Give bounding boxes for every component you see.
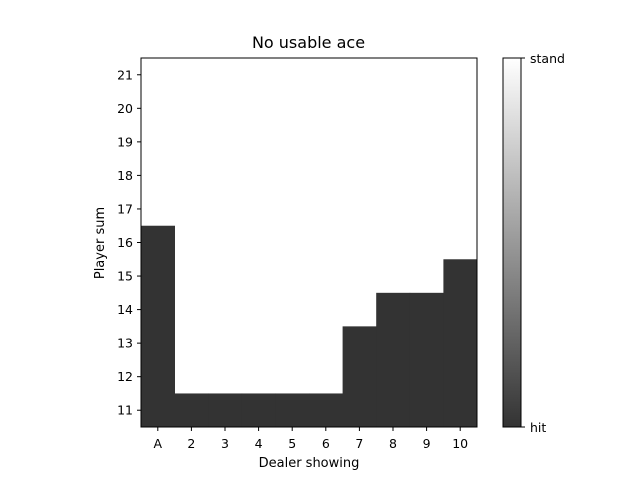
x-tick-label: 9 (423, 436, 431, 451)
y-tick-label: 21 (117, 67, 133, 82)
hit-region-dealer-6 (309, 393, 343, 427)
heatmap-cells (141, 225, 478, 427)
y-tick-label: 14 (117, 302, 133, 317)
y-axis-label: Player sum (93, 207, 108, 279)
x-tick-label: A (154, 436, 163, 451)
hit-region-dealer-9 (409, 292, 444, 427)
x-tick-label: 6 (322, 436, 330, 451)
y-tick-label: 13 (117, 336, 133, 351)
x-tick-label: 8 (389, 436, 397, 451)
x-tick-label: 3 (221, 436, 229, 451)
hit-region-dealer-3 (208, 393, 243, 427)
hit-region-dealer-7 (342, 326, 377, 427)
y-tick-label: 12 (117, 369, 133, 384)
y-axis-ticks: 11 12 13 14 15 16 17 18 19 20 21 (117, 67, 141, 418)
y-tick-label: 18 (117, 168, 133, 183)
y-tick-label: 15 (117, 269, 133, 284)
colorbar: stand hit (502, 51, 565, 435)
y-tick-label: 17 (117, 201, 133, 216)
hit-region-dealer-8 (376, 292, 411, 427)
hit-region-dealer-4 (241, 393, 276, 427)
hit-region-dealer-10 (443, 259, 478, 427)
x-tick-label: 4 (255, 436, 263, 451)
hit-region-dealer-A (141, 225, 175, 427)
chart-title: No usable ace (252, 33, 365, 52)
hit-region-dealer-2 (174, 393, 209, 427)
plot-area: A 2 3 4 5 6 7 8 9 10 11 12 13 14 15 16 17 18 19 20 21 (117, 57, 478, 451)
hit-region-dealer-5 (275, 393, 310, 427)
x-tick-label: 7 (355, 436, 363, 451)
x-tick-label: 2 (187, 436, 195, 451)
y-tick-label: 20 (117, 101, 133, 116)
x-axis-label: Dealer showing (259, 456, 360, 471)
x-tick-label: 10 (452, 436, 468, 451)
colorbar-gradient (502, 57, 522, 428)
y-tick-label: 19 (117, 134, 133, 149)
colorbar-label-high: stand (530, 51, 565, 66)
y-tick-label: 11 (117, 403, 133, 418)
x-tick-label: 5 (288, 436, 296, 451)
colorbar-label-low: hit (530, 420, 546, 435)
y-tick-label: 16 (117, 235, 133, 250)
x-axis-ticks: A 2 3 4 5 6 7 8 9 10 (154, 427, 468, 451)
